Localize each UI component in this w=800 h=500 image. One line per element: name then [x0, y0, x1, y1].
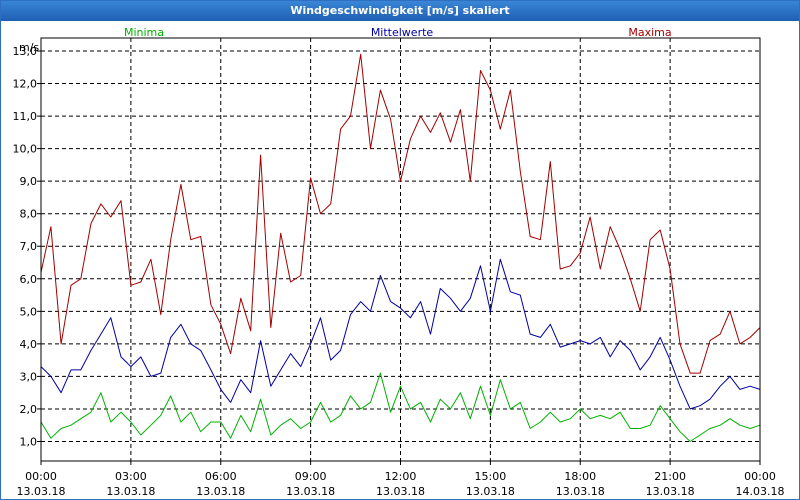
x-tick-time-label: 03:00 [115, 470, 147, 483]
y-tick-label: 7,0 [20, 240, 38, 253]
x-tick-date-label: 13.03.18 [17, 485, 66, 498]
y-tick-label: 8,0 [20, 208, 38, 221]
x-tick-date-label: 13.03.18 [376, 485, 425, 498]
x-tick-time-label: 06:00 [205, 470, 237, 483]
y-tick-label: 2,0 [20, 403, 38, 416]
y-tick-label: 11,0 [13, 110, 38, 123]
x-tick-date-label: 14.03.18 [736, 485, 785, 498]
x-tick-date-label: 13.03.18 [646, 485, 695, 498]
y-tick-label: 5,0 [20, 305, 38, 318]
x-tick-date-label: 13.03.18 [196, 485, 245, 498]
x-tick-time-label: 18:00 [564, 470, 596, 483]
legend-entry-minima: Minima [124, 26, 164, 39]
x-tick-time-label: 21:00 [654, 470, 686, 483]
y-tick-label: 6,0 [20, 273, 38, 286]
series-line-mittelwerte [40, 258, 761, 410]
x-tick-time-label: 00:00 [25, 470, 57, 483]
series-line-minima [40, 372, 761, 442]
y-tick-label: 10,0 [13, 143, 38, 156]
y-tick-label: 12,0 [13, 78, 38, 91]
plot-frame [40, 37, 761, 462]
x-tick-time-label: 15:00 [475, 470, 507, 483]
x-tick-time-label: 09:00 [295, 470, 327, 483]
window-title: Windgeschwindigkeit [m/s] skaliert [1, 1, 799, 21]
y-tick-label: 1,0 [20, 435, 38, 448]
x-tick-time-label: 00:00 [744, 470, 776, 483]
x-tick-time-label: 12:00 [385, 470, 417, 483]
series-line-maxima [40, 53, 761, 374]
legend-entry-maxima: Maxima [628, 26, 671, 39]
y-tick-label: 4,0 [20, 338, 38, 351]
x-tick-date-label: 13.03.18 [286, 485, 335, 498]
x-tick-date-label: 13.03.18 [466, 485, 515, 498]
x-tick-date-label: 13.03.18 [106, 485, 155, 498]
legend-entry-mittelwerte: Mittelwerte [371, 26, 434, 39]
y-axis-label: m/s [19, 41, 39, 54]
x-tick-date-label: 13.03.18 [556, 485, 605, 498]
y-tick-label: 13,0 [13, 45, 38, 58]
y-tick-label: 3,0 [20, 370, 38, 383]
y-tick-label: 9,0 [20, 175, 38, 188]
